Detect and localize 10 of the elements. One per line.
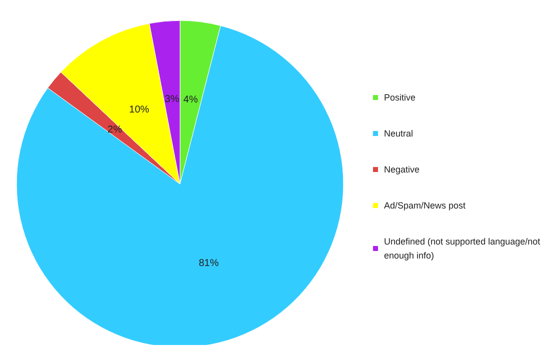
legend-label: Positive [384, 92, 416, 102]
data-label: 81% [198, 258, 219, 270]
legend-label: Negative [384, 164, 420, 174]
data-label: 2% [107, 124, 122, 136]
legend-label: Undefined (not supported language/not enough info) [384, 236, 543, 260]
legend-label: Neutral [384, 128, 414, 138]
legend-label: Ad/Spam/News post [384, 200, 466, 210]
data-label: 3% [164, 94, 180, 106]
data-label: 10% [129, 104, 150, 116]
data-label: 4% [183, 94, 198, 106]
